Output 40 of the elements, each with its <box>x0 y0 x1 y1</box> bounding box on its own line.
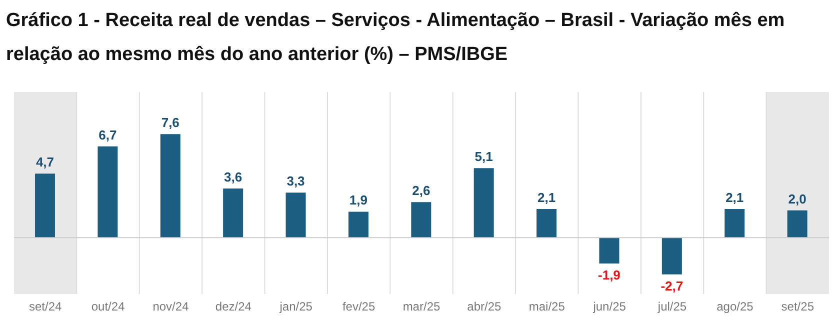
data-label: 6,7 <box>98 127 117 142</box>
bar <box>724 208 745 238</box>
x-tick-label: fev/25 <box>342 300 376 314</box>
bar <box>787 210 808 238</box>
chart-title: Gráfico 1 - Receita real de vendas – Serviços - Alimentação – Brasil - Variação mês em relação ao mesmo mês do ano anterior (%) – PMS/IBGE <box>6 9 786 67</box>
data-label: 7,6 <box>161 115 180 130</box>
x-tick-label: mar/25 <box>402 300 440 314</box>
bar <box>35 174 55 238</box>
x-tick-label: nov/24 <box>152 300 190 314</box>
data-label: 2,6 <box>412 183 430 198</box>
bar <box>286 192 306 238</box>
bar <box>599 238 620 264</box>
x-tick-label: set/25 <box>781 300 814 314</box>
x-tick-label: mai/25 <box>528 300 566 314</box>
data-label: 2,1 <box>726 190 744 205</box>
x-tick-label: jan/25 <box>278 300 313 314</box>
x-tick-label: jun/25 <box>592 300 626 314</box>
data-label: -1,9 <box>598 267 620 282</box>
x-tick-label: dez/24 <box>215 300 252 314</box>
data-label: 1,9 <box>349 192 368 208</box>
bar <box>223 188 244 238</box>
data-label: 3,3 <box>286 174 305 189</box>
bar <box>98 146 118 238</box>
x-tick-label: out/24 <box>91 300 126 314</box>
bar <box>536 208 557 238</box>
bar <box>411 202 432 238</box>
bar <box>348 212 368 238</box>
x-tick-label: set/24 <box>28 300 62 314</box>
bar <box>662 238 682 274</box>
data-label: 2,1 <box>538 190 556 205</box>
x-tick-label: abr/25 <box>467 300 502 314</box>
x-tick-label: jul/25 <box>656 300 687 314</box>
x-tick-label: ago/25 <box>716 300 754 314</box>
data-label: 3,6 <box>224 170 242 185</box>
data-label: 2,0 <box>788 191 806 206</box>
data-label: 4,7 <box>36 154 54 170</box>
bar <box>160 134 180 238</box>
data-label: 5,1 <box>474 149 493 164</box>
data-label: -2,7 <box>660 278 684 294</box>
bar <box>474 168 494 238</box>
